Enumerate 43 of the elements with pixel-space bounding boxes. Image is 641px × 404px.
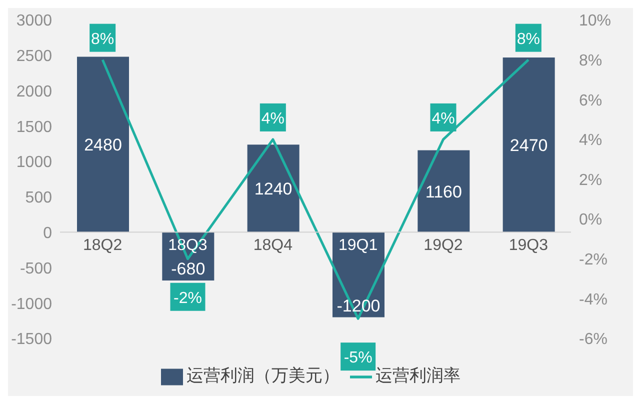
data-label: -2% xyxy=(174,290,202,307)
y2-tick-label: 10% xyxy=(579,12,612,30)
legend-label: 运营利润（万美元） xyxy=(186,366,340,386)
data-label: 4% xyxy=(432,110,455,128)
y-tick-label: 2500 xyxy=(16,48,52,66)
x-tick-label: 19Q3 xyxy=(508,237,548,254)
y-tick-label: 0 xyxy=(43,225,52,242)
data-label: 8% xyxy=(516,30,540,48)
data-label: 1240 xyxy=(254,179,292,198)
y-tick-label: 500 xyxy=(25,190,52,207)
y2-tick-label: -2% xyxy=(579,252,608,269)
y2-tick-label: 0% xyxy=(579,212,602,229)
y-tick-label: -500 xyxy=(20,260,52,278)
legend-label: 运营利润率 xyxy=(376,366,460,386)
data-label: 1160 xyxy=(425,182,462,202)
x-tick-label: 19Q1 xyxy=(338,237,378,254)
bar xyxy=(502,58,555,232)
y2-tick-label: 6% xyxy=(579,92,602,110)
data-label: -5% xyxy=(344,350,372,367)
data-label: 4% xyxy=(261,110,284,128)
y-tick-label: 1000 xyxy=(16,154,52,172)
bar xyxy=(418,150,470,232)
y-tick-label: -1000 xyxy=(11,296,52,313)
data-label: 2480 xyxy=(84,136,122,155)
y-tick-label: -1500 xyxy=(11,331,52,348)
y-tick-label: 2000 xyxy=(16,83,52,100)
y2-tick-label: -6% xyxy=(579,331,608,348)
y2-tick-label: 4% xyxy=(579,132,602,150)
data-label: 8% xyxy=(91,30,114,48)
y2-tick-label: 8% xyxy=(579,52,602,70)
x-tick-label: 19Q2 xyxy=(424,237,463,254)
y-tick-label: 3000 xyxy=(16,12,52,30)
y2-tick-label: -4% xyxy=(579,291,608,308)
x-tick-label: 18Q3 xyxy=(168,237,208,254)
bar xyxy=(77,56,129,232)
bar xyxy=(247,144,300,232)
y2-tick-label: 2% xyxy=(579,172,602,189)
data-label: 2470 xyxy=(510,136,548,155)
data-label: -1200 xyxy=(336,296,380,316)
y-tick-label: 1500 xyxy=(16,118,52,136)
x-tick-label: 18Q2 xyxy=(83,237,122,254)
data-label: -680 xyxy=(171,259,206,278)
x-tick-label: 18Q4 xyxy=(253,237,293,254)
